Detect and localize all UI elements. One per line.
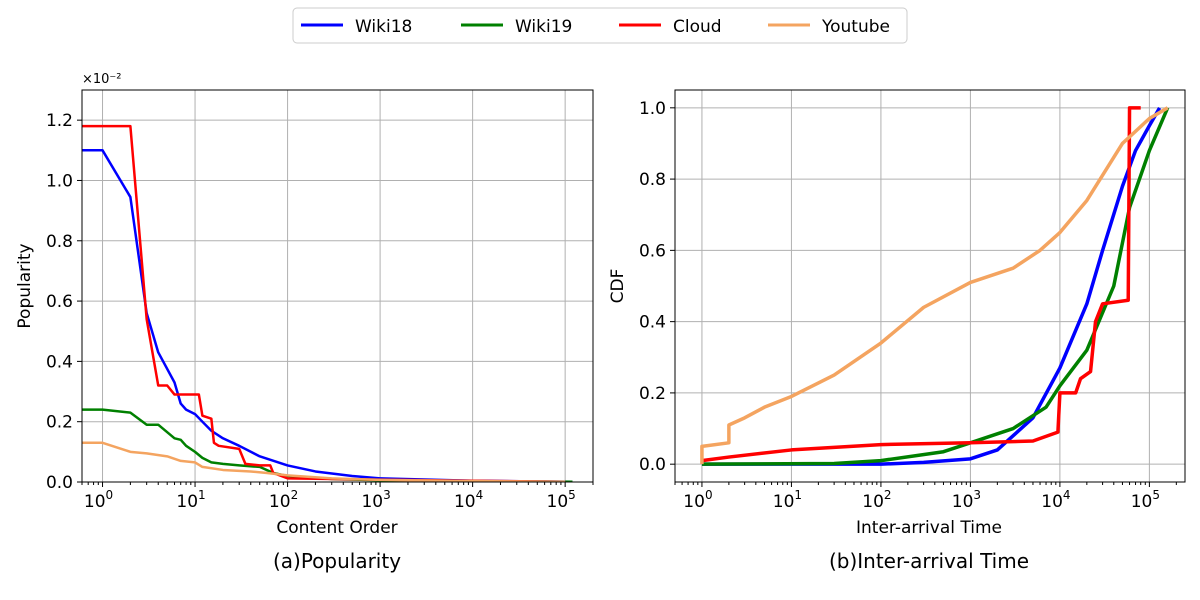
popularity-x-axis-label: Content Order — [276, 518, 397, 538]
popularity-x-tick-exponent: 0 — [106, 488, 114, 502]
legend: Wiki18 Wiki19 Cloud Youtube — [292, 7, 908, 44]
inter-arrival-x-tick-exponent: 0 — [705, 488, 713, 502]
inter-arrival-x-tick-label: 103 — [952, 488, 981, 512]
popularity-x-tick-label: 105 — [547, 488, 576, 512]
legend-label-cloud: Cloud — [673, 17, 722, 37]
popularity-x-tick-exponent: 2 — [291, 488, 299, 502]
popularity-x-tick-label: 104 — [454, 488, 483, 512]
popularity-series — [82, 124, 573, 482]
legend-item-wiki19: Wiki19 — [461, 17, 572, 37]
inter-arrival-x-tick-exponent: 4 — [1063, 488, 1071, 502]
inter-arrival-x-tick-exponent: 2 — [884, 488, 892, 502]
inter-arrival-line-youtube — [700, 106, 1169, 465]
popularity-x-tick-label: 101 — [176, 488, 205, 512]
legend-item-wiki18: Wiki18 — [301, 17, 412, 37]
popularity-chart: 100 101 102 103 104 1050.00.20.40.60.81.01.2 … — [15, 72, 594, 573]
popularity-grid — [82, 90, 593, 483]
inter-arrival-series — [700, 106, 1170, 466]
popularity-line-youtube — [82, 441, 566, 482]
inter-arrival-x-tick-label: 105 — [1131, 488, 1160, 512]
inter-arrival-plot-frame — [674, 89, 1186, 483]
inter-arrival-x-tick-label: 102 — [862, 488, 891, 512]
popularity-x-tick-label: 100 — [84, 488, 113, 512]
popularity-x-tick-label: 103 — [361, 488, 390, 512]
inter-arrival-x-tick-exponent: 5 — [1152, 488, 1160, 502]
inter-arrival-x-tick-exponent: 1 — [794, 488, 802, 502]
inter-arrival-x-tick-label: 100 — [683, 488, 712, 512]
popularity-y-tick-label: 0.2 — [46, 413, 73, 433]
popularity-x-tick-exponent: 1 — [198, 488, 206, 502]
popularity-caption: (a)Popularity — [273, 549, 401, 573]
legend-label-wiki18: Wiki18 — [355, 17, 412, 37]
popularity-y-tick-label: 1.0 — [46, 171, 73, 191]
inter-arrival-x-tick-label: 104 — [1041, 488, 1070, 512]
inter-arrival-line-cloud — [701, 106, 1141, 463]
inter-arrival-line-wiki19 — [701, 107, 1170, 466]
legend-label-youtube: Youtube — [821, 17, 890, 37]
inter-arrival-y-tick-label: 0.6 — [639, 241, 666, 261]
inter-arrival-y-tick-label: 0.0 — [639, 455, 666, 475]
popularity-y-tick-label: 0.6 — [46, 292, 73, 312]
popularity-y-tick-label: 1.2 — [46, 111, 73, 131]
popularity-y-multiplier: ×10⁻² — [82, 72, 122, 87]
popularity-y-axis-label: Popularity — [15, 243, 35, 328]
popularity-line-wiki19 — [82, 408, 573, 482]
legend-item-cloud: Cloud — [619, 17, 722, 37]
legend-frame — [292, 7, 908, 44]
inter-arrival-grid — [675, 90, 1185, 482]
inter-arrival-line-wiki18 — [701, 106, 1162, 466]
inter-arrival-x-tick-label: 101 — [773, 488, 802, 512]
inter-arrival-x-tick-exponent: 3 — [973, 488, 981, 502]
popularity-line-wiki18 — [82, 149, 573, 482]
legend-label-wiki19: Wiki19 — [515, 17, 572, 37]
inter-arrival-y-axis-label: CDF — [608, 269, 628, 304]
popularity-y-tick-label: 0.0 — [46, 473, 73, 493]
inter-arrival-y-tick-label: 0.8 — [639, 170, 666, 190]
popularity-x-tick-exponent: 5 — [568, 488, 576, 502]
popularity-plot-frame — [81, 89, 594, 483]
inter-arrival-y-tick-label: 0.2 — [639, 384, 666, 404]
popularity-line-cloud — [82, 124, 566, 482]
popularity-y-tick-label: 0.8 — [46, 232, 73, 252]
inter-arrival-x-axis-label: Inter-arrival Time — [856, 518, 1002, 538]
popularity-x-tick-exponent: 4 — [476, 488, 484, 502]
inter-arrival-caption: (b)Inter-arrival Time — [829, 549, 1029, 573]
popularity-y-tick-label: 0.4 — [46, 352, 73, 372]
inter-arrival-y-tick-label: 0.4 — [639, 313, 666, 333]
legend-item-youtube: Youtube — [768, 17, 890, 37]
popularity-x-tick-exponent: 3 — [383, 488, 391, 502]
inter-arrival-y-tick-label: 1.0 — [639, 99, 666, 119]
popularity-x-tick-label: 102 — [269, 488, 298, 512]
